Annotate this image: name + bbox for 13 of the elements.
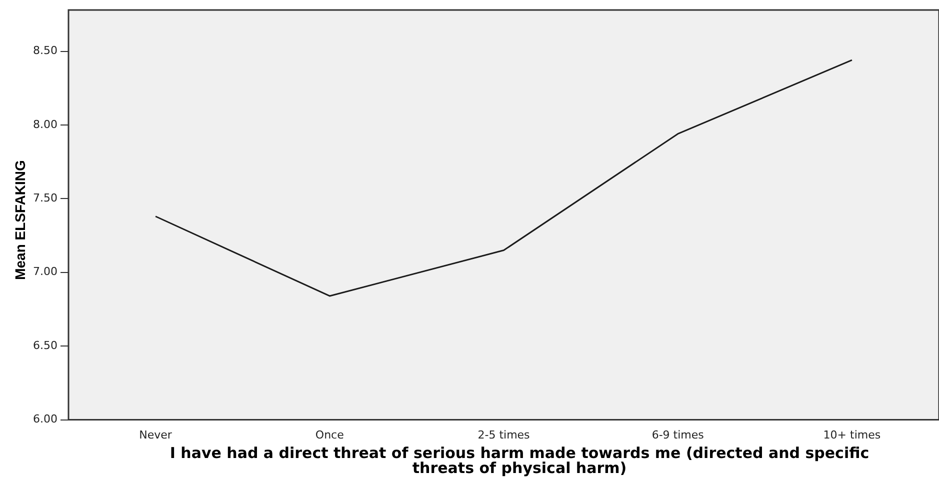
y-tick-label: 6.50 [32,338,58,352]
x-tick-label: 6-9 times [652,428,704,442]
x-tick-label: Never [139,428,172,442]
y-axis-title: Mean ELSFAKING [12,160,28,280]
y-tick-label: 7.50 [32,192,58,205]
x-axis-title: I have had a direct threat of serious harm made towards me (directed and specific threats of physical harm) [168,444,870,477]
y-tick-label: 6.00 [32,412,58,426]
x-tick-label: 10+ times [823,428,881,442]
x-tick-label: 2-5 times [478,428,530,442]
y-tick-label: 8.50 [32,44,58,58]
y-tick-label: 8.00 [32,118,58,131]
x-tick-label: Once [315,428,344,442]
y-tick-label: 7.00 [32,265,58,278]
